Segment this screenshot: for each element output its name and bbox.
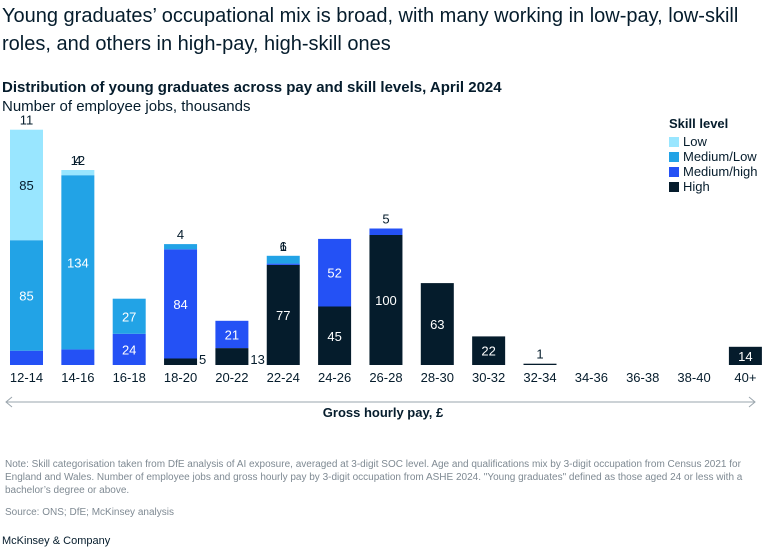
bar-segment-medium-high-26-28 — [369, 228, 403, 235]
bar-segment-high-40+ — [728, 346, 762, 365]
legend-item-low: Low — [669, 134, 757, 149]
x-tick-label-26-28: 26-28 — [369, 370, 402, 385]
data-label-medium-high-18-20: 84 — [173, 297, 187, 312]
bar-segment-high-28-30 — [420, 283, 454, 365]
bar-segment-medium-low-18-20 — [164, 244, 198, 250]
stacked-bar-chart: 85851112-1413412414-16242716-18845418-20… — [5, 113, 762, 420]
bar-segment-high-30-32 — [472, 336, 506, 365]
x-tick-label-24-26: 24-26 — [318, 370, 351, 385]
data-label-high-24-26: 45 — [327, 329, 341, 344]
data-label-medium-low-14-16: 134 — [67, 255, 89, 270]
data-label-medium-low-22-24: 6 — [280, 239, 287, 254]
bar-segment-medium-low-12-14 — [10, 240, 43, 351]
data-label-medium-low-12-14: 85 — [19, 288, 33, 303]
bar-segment-low-14-16 — [61, 170, 95, 176]
data-label-medium-high-20-22: 21 — [225, 327, 239, 342]
legend-swatch-medium-high — [669, 166, 679, 177]
x-tick-label-34-36: 34-36 — [575, 370, 608, 385]
x-tick-label-32-34: 32-34 — [523, 370, 556, 385]
bar-segment-low-12-14 — [10, 129, 43, 241]
data-label-high-18-20: 5 — [199, 352, 206, 367]
bar-segment-medium-high-14-16 — [61, 349, 95, 365]
data-label-medium-low-16-18: 27 — [122, 309, 136, 324]
data-label-medium-high-26-28: 5 — [382, 212, 389, 227]
legend-label-high: High — [683, 179, 710, 194]
bar-segment-high-22-24 — [266, 264, 300, 365]
x-axis-arrow-right — [748, 396, 756, 408]
legend-swatch-medium-low — [669, 151, 679, 162]
headline: Young graduates’ occupational mix is bro… — [2, 5, 739, 55]
bar-segment-medium-low-16-18 — [112, 298, 146, 334]
bar-segment-high-20-22 — [215, 348, 249, 365]
data-label-high-28-30: 63 — [430, 317, 444, 332]
data-label-medium-high-14-16: 12 — [71, 153, 85, 168]
footnote: Note: Skill categorisation taken from Df… — [5, 459, 743, 496]
bar-segment-medium-low-22-24 — [266, 255, 300, 264]
data-label-high-30-32: 22 — [481, 344, 495, 359]
legend-item-medium-high: Medium/high — [669, 164, 757, 179]
legend-item-high: High — [669, 179, 757, 194]
data-label-high-40+: 14 — [738, 349, 752, 364]
x-tick-label-38-40: 38-40 — [677, 370, 710, 385]
legend-swatch-low — [669, 136, 679, 147]
legend-title: Skill level — [669, 116, 729, 131]
data-label-medium-low-18-20: 4 — [177, 227, 184, 242]
x-tick-label-20-22: 20-22 — [215, 370, 248, 385]
x-tick-label-40+: 40+ — [734, 370, 756, 385]
bar-segment-medium-high-16-18 — [112, 333, 146, 365]
x-tick-label-36-38: 36-38 — [626, 370, 659, 385]
chart-subtitle: Number of employee jobs, thousands — [2, 98, 251, 115]
data-label-medium-high-12-14: 11 — [20, 113, 34, 128]
legend-label-medium-high: Medium/high — [683, 164, 758, 179]
x-axis-arrow-left — [5, 396, 13, 408]
legend: Skill level Low Medium/Low Medium/high H… — [669, 116, 757, 194]
data-label-low-14-16: 4 — [74, 153, 81, 168]
x-tick-label-28-30: 28-30 — [421, 370, 454, 385]
bar-segment-high-18-20 — [164, 358, 198, 365]
x-tick-label-18-20: 18-20 — [164, 370, 197, 385]
data-label-medium-high-16-18: 24 — [122, 342, 136, 357]
x-tick-label-30-32: 30-32 — [472, 370, 505, 385]
x-tick-label-12-14: 12-14 — [10, 370, 43, 385]
source-note: Source: ONS; DfE; McKinsey analysis — [5, 507, 174, 518]
bar-segment-medium-high-18-20 — [164, 249, 198, 359]
data-label-high-32-34: 1 — [536, 347, 543, 362]
data-label-high-20-22: 13 — [250, 352, 264, 367]
bar-segment-medium-high-20-22 — [215, 320, 249, 349]
bar-segment-high-26-28 — [369, 235, 403, 365]
data-label-medium-high-22-24: 1 — [280, 239, 287, 254]
x-tick-label-22-24: 22-24 — [267, 370, 300, 385]
data-label-high-26-28: 100 — [375, 293, 397, 308]
bar-segment-medium-high-24-26 — [318, 238, 352, 307]
data-label-low-12-14: 85 — [19, 178, 33, 193]
chart-title: Distribution of young graduates across p… — [2, 79, 502, 96]
legend-item-medium-low: Medium/Low — [669, 149, 757, 164]
legend-label-medium-low: Medium/Low — [683, 149, 757, 164]
bar-segment-high-32-34 — [523, 363, 557, 365]
bar-segment-medium-low-14-16 — [61, 175, 95, 350]
x-tick-label-16-18: 16-18 — [113, 370, 146, 385]
x-tick-label-14-16: 14-16 — [61, 370, 94, 385]
bar-segment-high-24-26 — [318, 306, 352, 365]
bar-segment-medium-high-12-14 — [10, 350, 43, 365]
data-label-medium-high-24-26: 52 — [327, 266, 341, 281]
bar-segment-medium-high-22-24 — [266, 263, 300, 265]
brand-logo-text: McKinsey & Company — [2, 535, 111, 547]
data-label-high-22-24: 77 — [276, 308, 290, 323]
legend-label-low: Low — [683, 134, 707, 149]
legend-swatch-high — [669, 181, 679, 192]
x-axis-title: Gross hourly pay, £ — [323, 405, 444, 420]
